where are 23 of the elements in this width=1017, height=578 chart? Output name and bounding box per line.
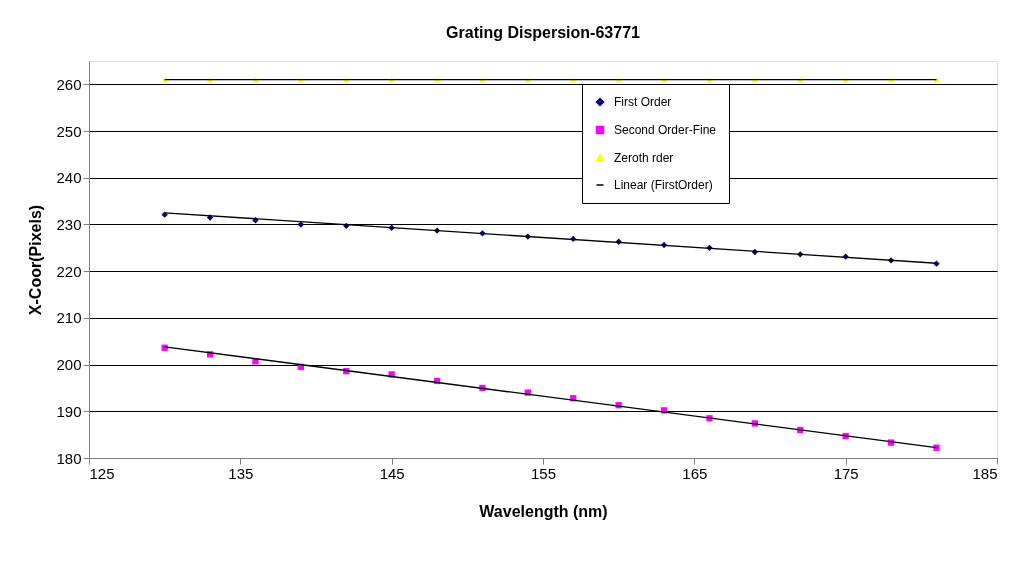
x-tick-label: 185	[972, 464, 998, 482]
y-tick-label: 190	[56, 402, 82, 420]
legend-label: First Order	[614, 95, 672, 109]
y-axis-title: X-Coor(Pixels)	[27, 204, 45, 316]
x-tick-label: 145	[379, 464, 405, 482]
x-axis-title: Wavelength (nm)	[479, 502, 608, 520]
y-tick-label: 210	[56, 309, 82, 327]
x-tick-label: 135	[228, 464, 254, 482]
x-tick-label: 125	[89, 464, 115, 482]
y-tick-label: 240	[56, 169, 82, 187]
y-tick-label: 180	[56, 449, 82, 467]
y-tick-label: 250	[56, 122, 82, 140]
legend-label: Second Order-Fine	[614, 123, 717, 137]
x-tick-label: 155	[530, 464, 557, 482]
legend-label: Zeroth rder	[614, 151, 674, 165]
y-tick-label: 230	[56, 215, 82, 233]
chart-title: Grating Dispersion-63771	[446, 24, 641, 41]
y-tick-label: 220	[56, 262, 82, 280]
legend-label: Linear (FirstOrder)	[614, 178, 713, 192]
x-tick-label: 175	[833, 464, 859, 482]
x-tick-label: 165	[682, 464, 708, 482]
y-tick-label: 200	[56, 356, 82, 374]
y-tick-label: 260	[56, 75, 82, 93]
